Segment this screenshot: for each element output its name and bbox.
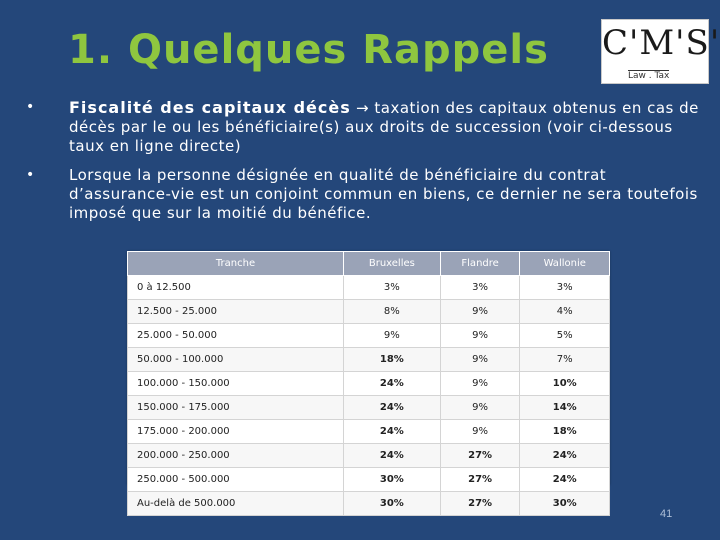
rate-cell: 9%: [439, 323, 521, 348]
rate-cell: 10%: [519, 371, 610, 396]
header-bruxelles: Bruxelles: [343, 251, 441, 276]
tax-rate-table: Tranche Bruxelles Flandre Wallonie 0 à 1…: [127, 251, 610, 516]
rate-cell: 3%: [343, 275, 441, 300]
table-header-row: Tranche Bruxelles Flandre Wallonie: [127, 251, 610, 276]
bullet-lead: Fiscalité des capitaux décès: [69, 98, 351, 117]
table-row: 0 à 12.500 3% 3% 3%: [127, 275, 610, 300]
table-body: 0 à 12.500 3% 3% 3% 12.500 - 25.000 8% 9% 4% 25.…: [127, 275, 610, 516]
rate-cell: 27%: [439, 443, 521, 468]
cms-logo: C'M'S' Law . Tax: [601, 19, 720, 84]
bullet-text: Lorsque la personne désignée en qualité …: [69, 166, 698, 222]
rate-cell: 24%: [343, 443, 441, 468]
bullet-marker: •: [26, 99, 35, 115]
logo-subtitle: Law . Tax: [628, 70, 670, 81]
tranche-cell: 250.000 - 500.000: [127, 467, 344, 492]
rate-cell: 24%: [343, 395, 441, 420]
table-row: 150.000 - 175.000 24% 9% 14%: [127, 395, 610, 420]
tranche-cell: 12.500 - 25.000: [127, 299, 344, 324]
rate-cell: 24%: [343, 419, 441, 444]
tranche-cell: 25.000 - 50.000: [127, 323, 344, 348]
bullet-item: • Fiscalité des capitaux décès → taxatio…: [26, 98, 706, 156]
rate-cell: 9%: [439, 347, 521, 372]
rate-cell: 9%: [439, 371, 521, 396]
rate-cell: 9%: [343, 323, 441, 348]
rate-cell: 30%: [343, 467, 441, 492]
rate-cell: 24%: [519, 443, 610, 468]
table-row: 50.000 - 100.000 18% 9% 7%: [127, 347, 610, 372]
table-row: 12.500 - 25.000 8% 9% 4%: [127, 299, 610, 324]
rate-cell: 3%: [519, 275, 610, 300]
rate-cell: 9%: [439, 419, 521, 444]
tranche-cell: 100.000 - 150.000: [127, 371, 344, 396]
tranche-cell: 50.000 - 100.000: [127, 347, 344, 372]
table-row: 100.000 - 150.000 24% 9% 10%: [127, 371, 610, 396]
rate-cell: 18%: [343, 347, 441, 372]
rate-cell: 24%: [519, 467, 610, 492]
tranche-cell: 200.000 - 250.000: [127, 443, 344, 468]
bullet-text: → taxation des capitaux obtenus en cas d…: [69, 99, 699, 155]
table-row: 250.000 - 500.000 30% 27% 24%: [127, 467, 610, 492]
rate-cell: 14%: [519, 395, 610, 420]
rate-cell: 30%: [343, 491, 441, 516]
tranche-cell: Au-delà de 500.000: [127, 491, 344, 516]
logo-text: C'M'S': [602, 23, 720, 63]
bullet-marker: •: [26, 167, 35, 183]
rate-cell: 24%: [343, 371, 441, 396]
header-wallonie: Wallonie: [519, 251, 610, 276]
rate-cell: 7%: [519, 347, 610, 372]
rate-cell: 18%: [519, 419, 610, 444]
tranche-cell: 0 à 12.500: [127, 275, 344, 300]
rate-cell: 9%: [439, 299, 521, 324]
rate-cell: 9%: [439, 395, 521, 420]
table-row: 25.000 - 50.000 9% 9% 5%: [127, 323, 610, 348]
rate-cell: 27%: [439, 491, 521, 516]
rate-cell: 4%: [519, 299, 610, 324]
rate-cell: 8%: [343, 299, 441, 324]
table-row: 175.000 - 200.000 24% 9% 18%: [127, 419, 610, 444]
bullet-list: • Fiscalité des capitaux décès → taxatio…: [26, 98, 706, 233]
rate-cell: 27%: [439, 467, 521, 492]
rate-cell: 30%: [519, 491, 610, 516]
header-flandre: Flandre: [439, 251, 521, 276]
page-number: 41: [660, 508, 673, 520]
bullet-item: • Lorsque la personne désignée en qualit…: [26, 166, 706, 223]
table-row: 200.000 - 250.000 24% 27% 24%: [127, 443, 610, 468]
tax-table: Tranche Bruxelles Flandre Wallonie 0 à 1…: [127, 251, 610, 516]
table-row: Au-delà de 500.000 30% 27% 30%: [127, 491, 610, 516]
rate-cell: 3%: [439, 275, 521, 300]
tranche-cell: 150.000 - 175.000: [127, 395, 344, 420]
header-tranche: Tranche: [127, 251, 344, 276]
slide-title: 1. Quelques Rappels: [68, 27, 549, 73]
rate-cell: 5%: [519, 323, 610, 348]
tranche-cell: 175.000 - 200.000: [127, 419, 344, 444]
